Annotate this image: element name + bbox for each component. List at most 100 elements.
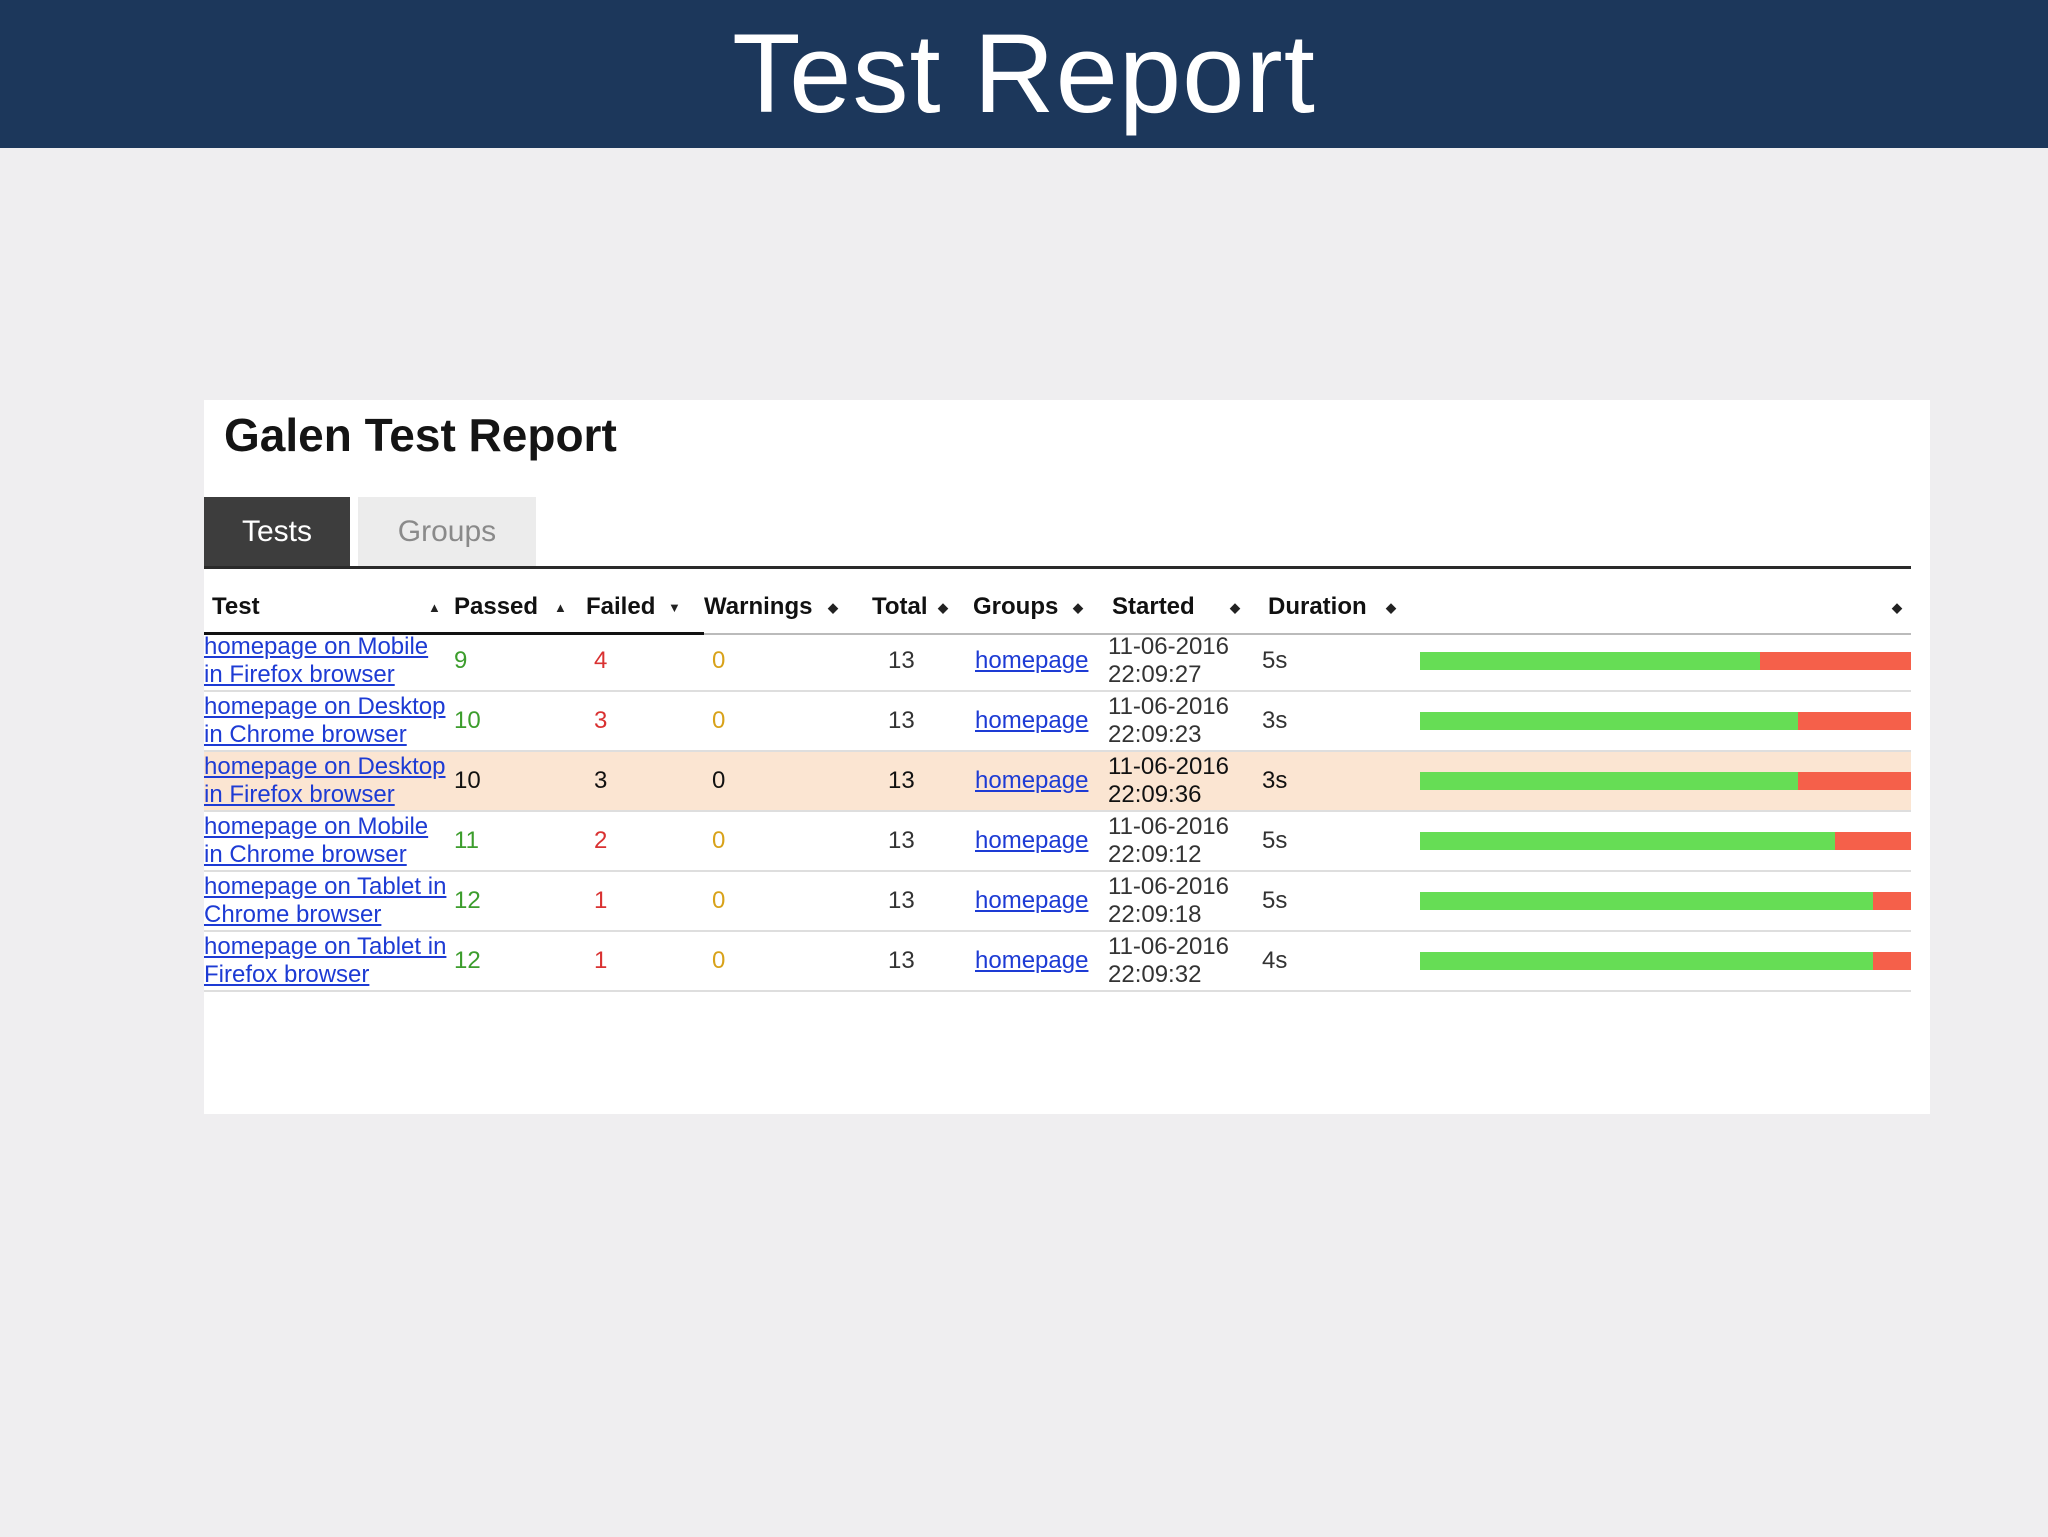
slide-title: Test Report [732,11,1316,136]
cell-groups: homepage [973,871,1108,932]
cell-test: homepage on Tablet in Firefox browser [204,931,454,992]
test-name-link-line1[interactable]: homepage on Mobile [204,633,429,660]
report-panel: Galen Test Report Tests Groups Test ▲ [204,400,1930,1114]
table-row[interactable]: homepage on Mobile in Chrome browser 11 2 0 1… [204,811,1911,872]
progress-pass-segment [1420,712,1798,730]
progress-fail-segment [1797,712,1911,730]
cell-failed: 1 [586,871,704,932]
test-name-link-line2[interactable]: in Chrome browser [204,721,407,748]
group-link[interactable]: homepage [975,707,1089,734]
tab-tests[interactable]: Tests [204,497,350,567]
col-header-passed[interactable]: Passed ▲ [454,582,586,632]
started-date: 11-06-2016 [1108,813,1229,840]
progress-bar [1420,652,1911,670]
tests-table: Test ▲ Passed ▲ Failed ▼ Warnings ◆ Tota… [204,582,1911,992]
cell-duration: 5s [1260,811,1420,872]
col-header-warnings[interactable]: Warnings ◆ [704,582,868,632]
progress-bar [1420,892,1911,910]
test-name-link-line1[interactable]: homepage on Desktop [204,753,446,780]
total-count: 13 [888,647,915,674]
cell-started: 11-06-2016 22:09:18 [1108,871,1260,932]
cell-duration: 5s [1260,871,1420,932]
test-name-link-line1[interactable]: homepage on Tablet in [204,933,447,960]
duration-value: 5s [1262,827,1288,854]
test-name-link-line2[interactable]: in Firefox browser [204,661,395,688]
total-count: 13 [888,767,915,794]
table-body: homepage on Mobile in Firefox browser 9 4 0 1… [204,632,1911,992]
warnings-count: 0 [712,887,726,914]
sort-both-icon[interactable]: ◆ [1892,600,1902,615]
test-name-link-line1[interactable]: homepage on Tablet in [204,873,447,900]
cell-warnings: 0 [704,871,868,932]
cell-total: 13 [868,871,973,932]
progress-fail-segment [1797,772,1911,790]
duration-value: 4s [1262,947,1288,974]
cell-progress [1420,751,1911,812]
table-row[interactable]: homepage on Desktop in Chrome browser 10 3 0… [204,691,1911,752]
test-name-link-line2[interactable]: in Firefox browser [204,781,395,808]
cell-total: 13 [868,811,973,872]
col-header-duration[interactable]: Duration ◆ [1260,582,1420,632]
cell-duration: 5s [1260,632,1420,692]
cell-total: 13 [868,632,973,692]
passed-count: 10 [454,707,481,734]
col-header-duration-label: Duration [1268,593,1367,620]
cell-groups: homepage [973,811,1108,872]
group-link[interactable]: homepage [975,947,1089,974]
table-row[interactable]: homepage on Tablet in Firefox browser 12 1 0… [204,931,1911,992]
sort-both-icon[interactable]: ◆ [1073,600,1083,615]
progress-pass-segment [1420,952,1874,970]
test-name-link-line2[interactable]: Firefox browser [204,961,370,988]
cell-passed: 12 [454,931,586,992]
progress-bar [1420,952,1911,970]
test-name-link-line1[interactable]: homepage on Mobile [204,813,429,840]
started-date: 11-06-2016 [1108,693,1229,720]
group-link[interactable]: homepage [975,827,1089,854]
table-row[interactable]: homepage on Mobile in Firefox browser 9 4 0 1… [204,632,1911,692]
sort-both-icon[interactable]: ◆ [1230,600,1240,615]
group-link[interactable]: homepage [975,647,1089,674]
tab-groups[interactable]: Groups [358,497,536,567]
started-time: 22:09:32 [1108,961,1202,988]
cell-failed: 2 [586,811,704,872]
cell-passed: 10 [454,691,586,752]
table-row[interactable]: homepage on Desktop in Firefox browser 10 3… [204,751,1911,812]
cell-passed: 10 [454,751,586,812]
col-header-failed[interactable]: Failed ▼ [586,582,704,632]
sort-both-icon[interactable]: ◆ [1386,600,1396,615]
total-count: 13 [888,887,915,914]
cell-duration: 4s [1260,931,1420,992]
col-header-progress[interactable]: ◆ [1420,582,1911,632]
started-date: 11-06-2016 [1108,753,1229,780]
cell-failed: 4 [586,632,704,692]
started-time: 22:09:12 [1108,841,1202,868]
col-header-test[interactable]: Test ▲ [204,582,454,632]
sort-both-icon[interactable]: ◆ [828,600,838,615]
total-count: 13 [888,707,915,734]
col-header-started[interactable]: Started ◆ [1108,582,1260,632]
col-header-started-label: Started [1112,593,1195,620]
sort-desc-icon[interactable]: ▼ [668,600,681,615]
group-link[interactable]: homepage [975,767,1089,794]
sort-both-icon[interactable]: ◆ [938,600,948,615]
col-header-groups[interactable]: Groups ◆ [973,582,1108,632]
test-name-link-line2[interactable]: in Chrome browser [204,841,407,868]
cell-warnings: 0 [704,811,868,872]
cell-started: 11-06-2016 22:09:27 [1108,632,1260,692]
sort-asc-icon[interactable]: ▲ [428,600,441,615]
test-name-link-line2[interactable]: Chrome browser [204,901,382,928]
started-date: 11-06-2016 [1108,873,1229,900]
sort-asc-icon[interactable]: ▲ [554,600,567,615]
cell-started: 11-06-2016 22:09:23 [1108,691,1260,752]
warnings-count: 0 [712,767,726,794]
cell-started: 11-06-2016 22:09:32 [1108,931,1260,992]
col-header-total[interactable]: Total ◆ [868,582,973,632]
test-name-link-line1[interactable]: homepage on Desktop [204,693,446,720]
cell-warnings: 0 [704,931,868,992]
progress-fail-segment [1873,892,1911,910]
table-row[interactable]: homepage on Tablet in Chrome browser 12 1 0 1… [204,871,1911,932]
cell-warnings: 0 [704,632,868,692]
progress-fail-segment [1835,832,1911,850]
started-date: 11-06-2016 [1108,933,1229,960]
group-link[interactable]: homepage [975,887,1089,914]
